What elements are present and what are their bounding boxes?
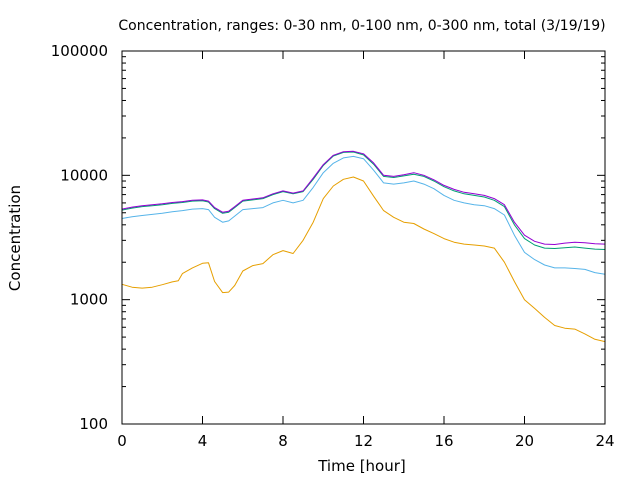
series-line-3 bbox=[121, 151, 606, 250]
series-layer bbox=[121, 150, 606, 343]
x-tick-label: 4 bbox=[198, 432, 208, 450]
x-tick-label: 12 bbox=[354, 432, 373, 450]
y-axis-label: Concentration bbox=[6, 185, 24, 291]
x-tick-label: 16 bbox=[434, 432, 453, 450]
x-tick-label: 0 bbox=[117, 432, 127, 450]
y-tick-label: 10000 bbox=[60, 166, 108, 184]
ticks-layer: 0 4 8 12 16 20 24 100 1000 10000 100000 bbox=[51, 42, 615, 450]
y-tick-label: 100 bbox=[79, 415, 108, 433]
series-line-2 bbox=[121, 155, 606, 275]
y-tick-label: 100000 bbox=[51, 42, 108, 60]
series-line-1 bbox=[121, 176, 606, 343]
x-tick-label: 8 bbox=[278, 432, 288, 450]
chart-title: Concentration, ranges: 0-30 nm, 0-100 nm… bbox=[118, 18, 605, 34]
y-tick-label: 1000 bbox=[70, 291, 108, 309]
plot-frame bbox=[121, 50, 606, 425]
series-line-4 bbox=[121, 150, 606, 245]
x-tick-label: 24 bbox=[595, 432, 614, 450]
x-axis-label: Time [hour] bbox=[317, 457, 406, 475]
x-tick-label: 20 bbox=[515, 432, 534, 450]
